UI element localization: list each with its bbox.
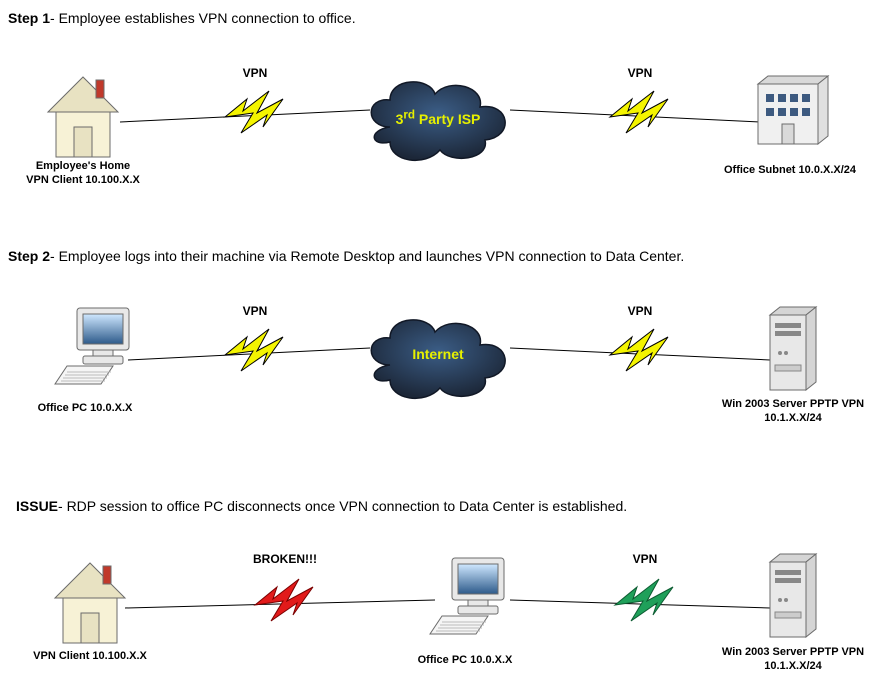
step2-row: Internet Office PC 10.0.X.X Win 2003 Ser… bbox=[0, 280, 879, 430]
issue-left-label: VPN Client 10.100.X.X bbox=[5, 650, 175, 664]
server-icon bbox=[770, 554, 816, 637]
issue-mid-label: Office PC 10.0.X.X bbox=[380, 654, 550, 668]
step2-left-label: Office PC 10.0.X.X bbox=[0, 402, 170, 416]
issue-link-right-label: VPN bbox=[605, 552, 685, 566]
step1-row: 3rd Party ISP Employee's HomeVPN Client … bbox=[0, 42, 879, 192]
step1-cloud-label: 3rd Party ISP bbox=[388, 108, 488, 127]
issue-svg bbox=[0, 530, 879, 700]
pc-icon bbox=[55, 308, 129, 384]
issue-title: ISSUE- RDP session to office PC disconne… bbox=[16, 498, 627, 514]
step1-title-rest: - Employee establishes VPN connection to… bbox=[50, 10, 356, 26]
step2-title-bold: Step 2 bbox=[8, 248, 50, 264]
pc-icon bbox=[430, 558, 504, 634]
issue-title-rest: - RDP session to office PC disconnects o… bbox=[58, 498, 627, 514]
step2-right-label: Win 2003 Server PPTP VPN10.1.X.X/24 bbox=[708, 398, 878, 426]
server-icon bbox=[770, 307, 816, 390]
lightning-icon bbox=[615, 579, 673, 621]
issue-row: VPN Client 10.100.X.X Office PC 10.0.X.X… bbox=[0, 530, 879, 680]
step1-title-bold: Step 1 bbox=[8, 10, 50, 26]
lightning-icon bbox=[225, 91, 283, 133]
diagram-stage: Step 1- Employee establishes VPN connect… bbox=[0, 0, 879, 682]
office-icon bbox=[758, 76, 828, 144]
step1-link-left-label: VPN bbox=[215, 66, 295, 80]
step1-left-label: Employee's HomeVPN Client 10.100.X.X bbox=[0, 160, 168, 188]
step2-cloud-label: Internet bbox=[388, 346, 488, 362]
house-icon bbox=[48, 77, 118, 157]
lightning-icon bbox=[255, 579, 313, 621]
step2-title: Step 2- Employee logs into their machine… bbox=[8, 248, 684, 264]
issue-title-bold: ISSUE bbox=[16, 498, 58, 514]
house-icon bbox=[55, 563, 125, 643]
step1-title: Step 1- Employee establishes VPN connect… bbox=[8, 10, 356, 26]
lightning-icon bbox=[610, 91, 668, 133]
lightning-icon bbox=[610, 329, 668, 371]
step1-right-label: Office Subnet 10.0.X.X/24 bbox=[705, 164, 875, 178]
lightning-icon bbox=[225, 329, 283, 371]
issue-link-left-label: BROKEN!!! bbox=[235, 552, 335, 566]
step2-link-right-label: VPN bbox=[600, 304, 680, 318]
step2-link-left-label: VPN bbox=[215, 304, 295, 318]
step2-title-rest: - Employee logs into their machine via R… bbox=[50, 248, 684, 264]
issue-right-label: Win 2003 Server PPTP VPN10.1.X.X/24 bbox=[708, 646, 878, 674]
step1-link-right-label: VPN bbox=[600, 66, 680, 80]
